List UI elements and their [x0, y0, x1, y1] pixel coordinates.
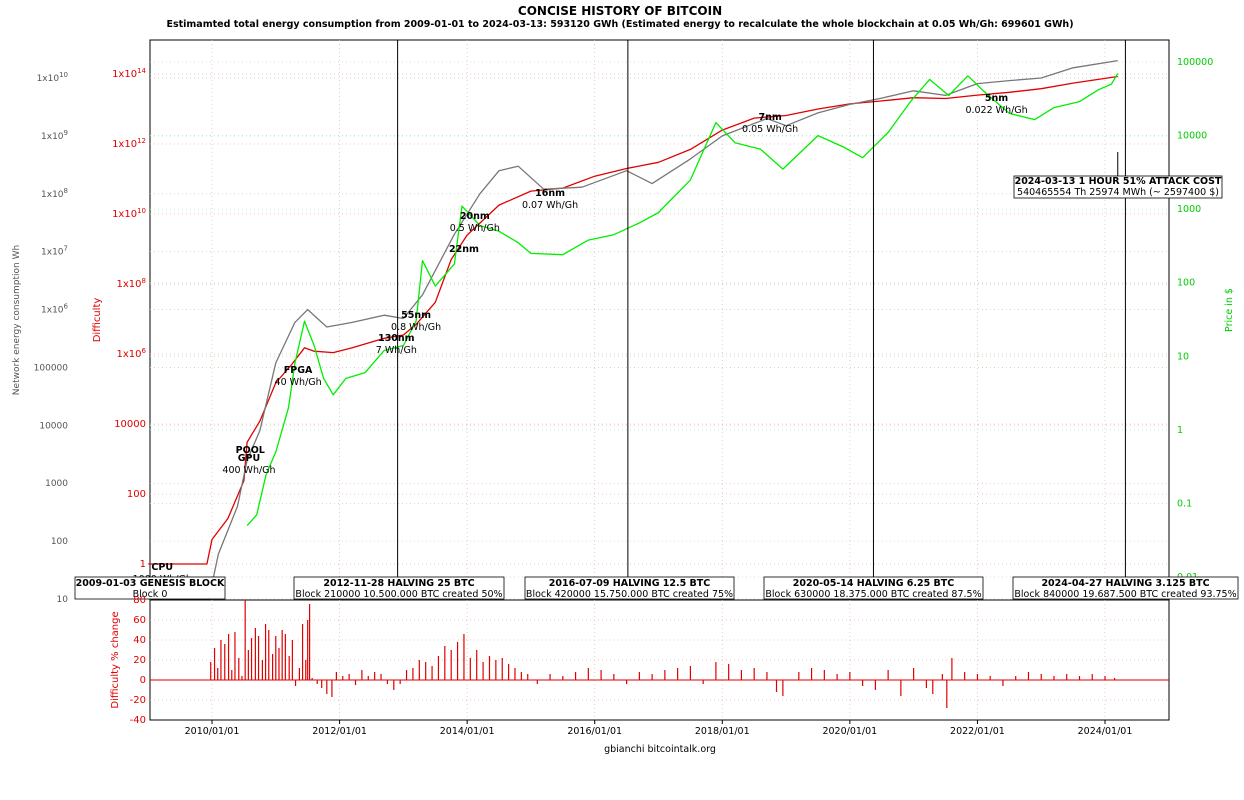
tech-label-8: 16nm [535, 188, 565, 199]
energy-tick-label: 1x106 [41, 303, 69, 316]
tech-label-7: 20nm [460, 211, 490, 222]
difficulty-series [148, 75, 1118, 565]
y-axis-label-difficulty-change: Difficulty % change [110, 611, 121, 708]
event-text: Block 840000 19.687.500 BTC created 93.7… [1014, 589, 1236, 600]
energy-tick-label: 1x109 [41, 129, 68, 142]
main-plot-frame [149, 39, 1170, 601]
energy-tick-label: 100 [51, 537, 68, 547]
attack-box-text: 540465554 Th 25974 MWh (~ 2597400 $) [1017, 187, 1219, 198]
event-box [524, 576, 735, 600]
event-box [74, 576, 226, 600]
tech-label-detail-9: 0.05 Wh/Gh [742, 124, 798, 135]
price-tick-label: 100000 [1177, 57, 1213, 68]
lower-grid: 80 60 40 20 0 -20 -40 [130, 595, 1169, 726]
y-axis-label-price: Price in $ [1224, 288, 1235, 332]
price-tick-label: 1000 [1177, 204, 1201, 215]
energy-tick-label: 1x1010 [37, 71, 68, 84]
tech-label-2: GPU [238, 453, 260, 464]
x-tick-label: 2016/01/01 [567, 726, 622, 737]
price-tick-label: 100 [1177, 278, 1195, 289]
difficulty-tick-label: 1x1012 [112, 137, 146, 150]
x-tick-label: 2018/01/01 [695, 726, 750, 737]
event-text: Block 210000 10.500.000 BTC created 50% [295, 589, 502, 600]
event-title: 2016-07-09 HALVING 12.5 BTC [549, 578, 711, 589]
tech-label-6: 22nm [449, 244, 479, 255]
event-title: 2009-01-03 GENESIS BLOCK [76, 578, 225, 589]
main-grid [150, 40, 1169, 600]
tech-label-10: 5nm [985, 93, 1008, 104]
difficulty-tick-label: 1x1010 [112, 207, 146, 220]
attack-box-title: 2024-03-13 1 HOUR 51% ATTACK COST [1015, 176, 1222, 187]
tech-label-4: 130nm [378, 333, 415, 344]
energy-tick-label: 1000 [45, 479, 68, 489]
difficulty-change-tick-label: 20 [133, 655, 146, 666]
tech-label-detail-7: 0.5 Wh/Gh [450, 223, 500, 234]
y-axis-label-energy: Network energy consumption Wh [12, 245, 22, 395]
price-tick-label: 10000 [1177, 131, 1207, 142]
tech-label-5: 55nm [401, 310, 431, 321]
axis-labels: 1 100 10000 1x106 1x108 1x1010 1x1012 1x1014 10 1… [34, 57, 1214, 605]
x-tick-label: 2024/01/01 [1078, 726, 1133, 737]
difficulty-change-tick-label: -20 [130, 695, 146, 706]
difficulty-tick-label: 100 [127, 489, 146, 500]
difficulty-tick-label: 1x1014 [112, 67, 146, 80]
price-tick-label: 1 [1177, 425, 1183, 436]
x-axis-label: gbianchi bitcointalk.org [604, 744, 716, 755]
x-tick-label: 2022/01/01 [950, 726, 1005, 737]
event-box [1012, 576, 1239, 600]
x-tick-label: 2012/01/01 [312, 726, 367, 737]
difficulty-change-tick-label: 60 [133, 615, 146, 626]
price-tick-label: 10 [1177, 351, 1189, 362]
event-title: 2024-04-27 HALVING 3.125 BTC [1041, 578, 1209, 589]
halving-lines [397, 40, 1126, 600]
difficulty-tick-label: 10000 [114, 419, 146, 430]
tech-label-3: FPGA [284, 365, 313, 376]
difficulty-tick-label: 1x108 [117, 277, 146, 290]
x-tick-label: 2010/01/01 [185, 726, 240, 737]
event-text: Block 0 [133, 589, 168, 600]
tech-label-detail-10: 0.022 Wh/Gh [965, 105, 1027, 116]
event-box [293, 576, 505, 600]
event-title: 2020-05-14 HALVING 6.25 BTC [793, 578, 955, 589]
x-tick-label: 2020/01/01 [822, 726, 877, 737]
tech-label-detail-4: 7 Wh/Gh [376, 345, 417, 356]
energy-series [148, 59, 1118, 600]
event-text: Block 420000 15.750.000 BTC created 75% [526, 589, 733, 600]
difficulty-tick-label: 1x106 [117, 347, 147, 360]
y-axis-label-difficulty: Difficulty [92, 298, 103, 343]
x-axis: 2010/01/01 2012/01/01 2014/01/01 2016/01/01… [185, 720, 1133, 737]
energy-tick-label: 10 [57, 595, 69, 605]
difficulty-change-tick-label: 40 [133, 635, 146, 646]
difficulty-change-tick-label: -40 [130, 715, 146, 726]
energy-tick-label: 10000 [39, 421, 68, 431]
event-title: 2012-11-28 HALVING 25 BTC [323, 578, 474, 589]
price-tick-label: 0.1 [1177, 498, 1192, 509]
tech-label-detail-3: 40 Wh/Gh [275, 377, 322, 388]
attack-box [1013, 175, 1223, 199]
tech-label-detail-5: 0.8 Wh/Gh [391, 322, 441, 333]
tech-label-detail-8: 0.07 Wh/Gh [522, 200, 578, 211]
chart-subtitle: Estimamted total energy consumption from… [166, 19, 1073, 30]
tech-label-detail-2: 400 Wh/Gh [222, 465, 275, 476]
chart-title: CONCISE HISTORY OF BITCOIN [518, 4, 722, 18]
series-layer [148, 59, 1119, 600]
energy-tick-label: 1x107 [41, 245, 68, 258]
difficulty-change-tick-label: 0 [140, 675, 146, 686]
x-tick-label: 2014/01/01 [440, 726, 495, 737]
tech-label-1: POOL [236, 445, 265, 456]
price-series [246, 73, 1119, 527]
tech-label-9: 7nm [758, 112, 781, 123]
bars-layer [150, 600, 1169, 708]
difficulty-tick-label: 1 [140, 559, 146, 570]
tech-label-0: CPU [151, 562, 173, 573]
event-box [763, 576, 984, 600]
difficulty-change-tick-label: 80 [133, 595, 146, 606]
energy-tick-label: 100000 [34, 363, 69, 373]
energy-tick-label: 1x108 [41, 187, 68, 200]
event-text: Block 630000 18.375.000 BTC created 87.5… [765, 589, 981, 600]
